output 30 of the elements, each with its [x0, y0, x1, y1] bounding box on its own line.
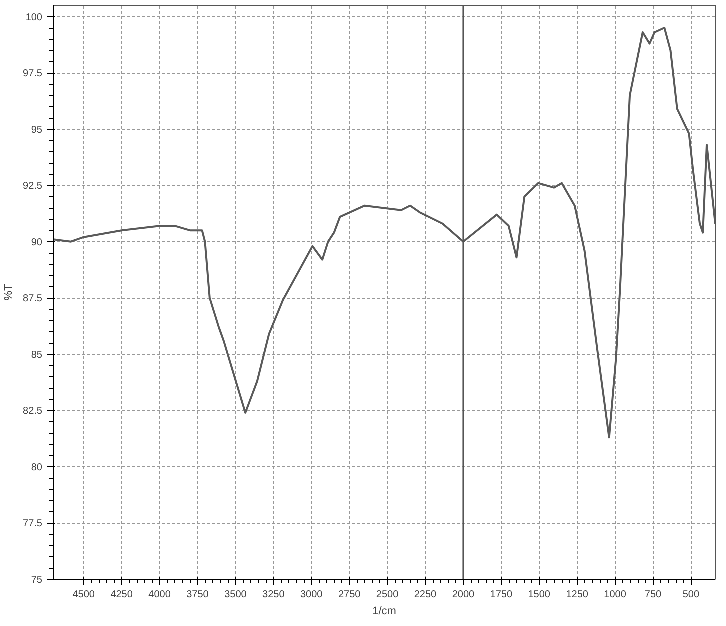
y-tick-label: 97.5 [23, 68, 43, 80]
x-axis-title: 1/cm [372, 606, 396, 618]
x-tick-label: 2000 [452, 590, 476, 600]
x-tick-label: 2750 [338, 590, 362, 600]
x-tick-label: 2500 [376, 590, 400, 600]
x-tick-label: 1750 [490, 590, 513, 600]
x-tick-label: 2250 [414, 590, 438, 600]
x-tick-label: 3250 [262, 590, 286, 600]
y-tick-label: 100 [26, 12, 43, 24]
x-tick-label: 4000 [148, 590, 172, 600]
y-tick-label: 95 [31, 124, 43, 136]
y-tick-label: 82.5 [23, 406, 43, 418]
y-tick-label: 80 [31, 462, 43, 474]
x-tick-label: 3000 [300, 590, 324, 600]
x-tick-label: 4500 [72, 590, 96, 600]
x-tick-label: 1500 [528, 590, 551, 600]
y-tick-label: 85 [31, 350, 43, 361]
x-tick-label: 1000 [604, 590, 627, 600]
y-tick-label: 90 [31, 237, 43, 248]
y-tick-label: 77.5 [23, 518, 43, 530]
x-tick-label: 750 [644, 590, 662, 600]
y-tick-label: 75 [31, 575, 43, 586]
x-tick-label: 3500 [224, 590, 248, 600]
x-tick-label: 500 [682, 590, 700, 600]
y-axis-title: %T [3, 284, 16, 301]
y-tick-label: 92.5 [23, 181, 43, 192]
x-tick-label: 1250 [566, 590, 589, 600]
x-tick-label: 3750 [186, 590, 210, 600]
x-tick-label: 4250 [110, 590, 134, 600]
y-tick-label: 87.5 [23, 294, 43, 305]
